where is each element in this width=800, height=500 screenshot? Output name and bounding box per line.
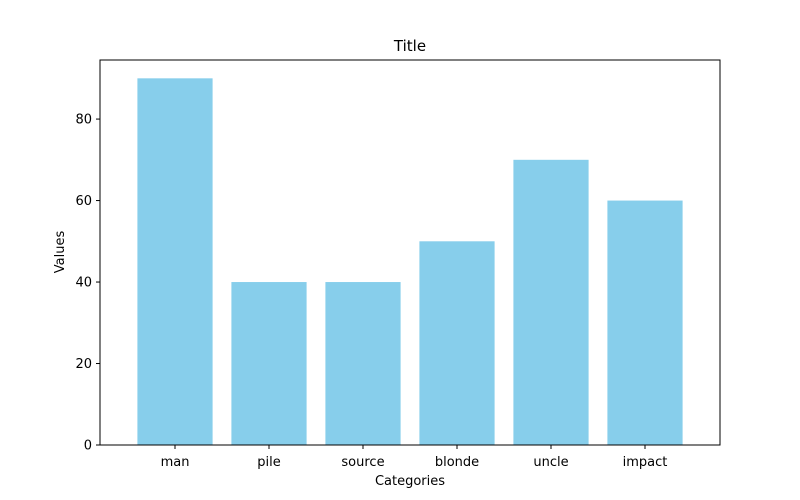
x-axis-ticks: man pile source blonde uncle impact (161, 445, 668, 470)
y-tick-label: 0 (84, 439, 92, 454)
bar-blonde (419, 241, 495, 445)
x-tick-label: blonde (435, 455, 479, 470)
x-tick-label: pile (257, 455, 280, 470)
bar-uncle (513, 159, 589, 445)
bars-group (137, 78, 683, 445)
y-tick-label: 20 (75, 357, 92, 372)
bar-pile (231, 282, 307, 445)
y-tick-label: 60 (75, 194, 92, 209)
chart-title: Title (393, 37, 426, 55)
y-tick-label: 80 (75, 113, 92, 128)
y-axis-ticks: 0 20 40 60 80 (75, 113, 100, 454)
y-tick-label: 40 (75, 276, 92, 291)
x-tick-label: source (341, 455, 384, 470)
x-tick-label: uncle (533, 455, 568, 470)
y-axis-label: Values (53, 231, 68, 274)
x-axis-label: Categories (375, 474, 445, 489)
x-tick-label: man (161, 455, 190, 470)
bar-man (137, 78, 213, 445)
bar-impact (607, 200, 683, 445)
plot-area-frame (99, 59, 721, 446)
bar-source (325, 282, 401, 445)
x-tick-label: impact (623, 455, 668, 470)
